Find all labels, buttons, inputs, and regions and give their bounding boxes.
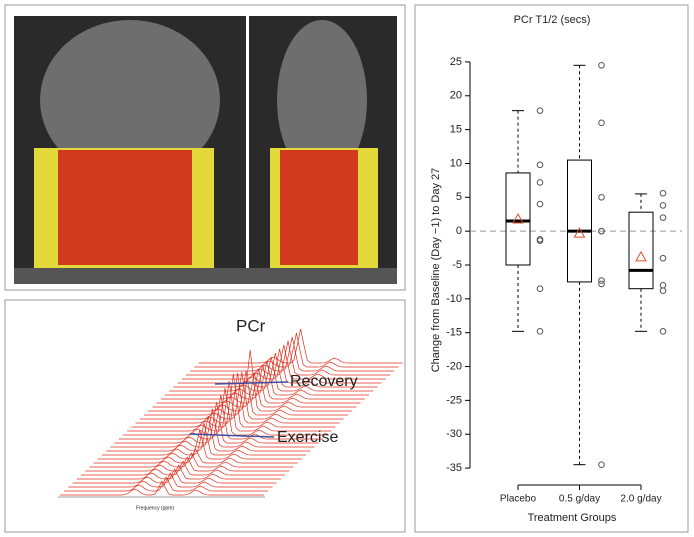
point — [659, 328, 667, 335]
y-tick-label: 5 — [456, 191, 462, 203]
spectrum — [198, 328, 403, 364]
point — [659, 202, 667, 209]
y-tick-label: 10 — [450, 157, 462, 169]
plot: -35 -30 -25 -20 -15 -10 -5 0 5 10 15 20 25 Placebo 0.5… — [446, 56, 682, 505]
spectrum — [186, 340, 390, 376]
point — [598, 461, 605, 468]
spectrum — [169, 356, 374, 392]
mri-chest-side — [277, 20, 367, 180]
y-axis-title: Change from Baseline (Day −1) to Day 27 — [430, 168, 442, 373]
point — [659, 214, 667, 221]
spectrum — [190, 336, 395, 372]
point — [659, 254, 667, 262]
spectrum — [131, 373, 336, 428]
mri-visceral-side — [280, 150, 358, 265]
mri-chest — [40, 20, 220, 180]
chart-title: PCr T1/2 (secs) — [514, 14, 591, 26]
arrow — [214, 381, 289, 385]
spectrum — [85, 456, 290, 472]
mri-base — [14, 268, 397, 284]
point — [659, 287, 667, 295]
point — [536, 237, 544, 244]
spectrum — [194, 332, 399, 368]
spectrum — [64, 476, 269, 492]
y-tick-label: -35 — [446, 462, 462, 474]
spectrum — [106, 415, 311, 452]
y-tick-label: -10 — [446, 293, 462, 305]
spectrum — [89, 452, 294, 468]
point — [536, 200, 544, 208]
spectrum — [81, 460, 285, 476]
y-tick-label: -5 — [452, 259, 462, 271]
spectrum — [181, 344, 386, 380]
x-tick-label: 0.5 g/day — [559, 494, 600, 505]
y-tick-label: 20 — [450, 90, 462, 102]
spectra-label: Recovery — [290, 373, 358, 390]
y-tick-label: -20 — [446, 360, 462, 372]
point — [659, 189, 667, 197]
point — [536, 285, 544, 292]
spectrum — [93, 448, 298, 464]
mri-visceral — [58, 150, 192, 265]
spectrum — [72, 468, 277, 484]
point — [536, 328, 544, 335]
y-tick-label: -15 — [446, 327, 462, 339]
y-tick-label: -30 — [446, 428, 462, 440]
spectrum — [60, 480, 264, 496]
point — [536, 161, 544, 169]
x-tick-label: 2.0 g/day — [620, 494, 661, 505]
y-tick-label: -25 — [446, 394, 462, 406]
spectrum — [123, 387, 327, 436]
point — [598, 277, 605, 284]
spectrum — [139, 371, 344, 420]
boxplot-panel — [414, 4, 689, 533]
spectrum — [148, 349, 353, 412]
x-axis-title: Treatment Groups — [528, 512, 617, 524]
spectrum — [173, 352, 378, 388]
box — [505, 172, 531, 266]
point — [536, 179, 544, 186]
spectrum — [114, 401, 319, 444]
spectra-label: PCr — [236, 316, 266, 335]
arrow — [189, 433, 275, 438]
spectrum — [135, 372, 340, 424]
point — [536, 107, 544, 114]
spectrum — [68, 472, 273, 488]
spectrum — [76, 464, 281, 480]
y-tick-label: 15 — [450, 124, 462, 136]
mean — [573, 227, 586, 238]
spectra-panel — [4, 299, 406, 533]
spectrum — [177, 348, 382, 384]
spectra-label: Exercise — [277, 429, 338, 446]
mean — [512, 212, 524, 224]
y-tick-label: 0 — [456, 225, 462, 237]
mean — [635, 250, 647, 262]
spectra — [58, 328, 403, 498]
x-tick-label: Placebo — [500, 494, 537, 505]
spectra-x-label: Frequency (ppm) — [136, 505, 174, 511]
point — [598, 280, 605, 288]
spectrum — [127, 380, 332, 432]
spectrum — [102, 422, 306, 456]
spectrum — [110, 408, 315, 448]
point — [598, 194, 605, 201]
point — [598, 119, 605, 127]
point — [598, 62, 605, 69]
y-tick-label: 25 — [450, 56, 462, 68]
box — [567, 159, 592, 283]
point — [598, 227, 605, 235]
box — [628, 211, 654, 290]
